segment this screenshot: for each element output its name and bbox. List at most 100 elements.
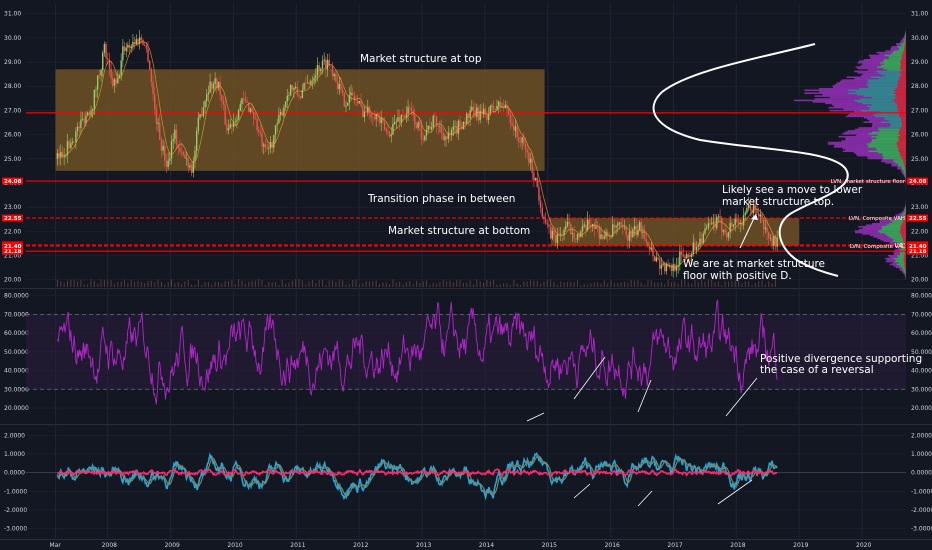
profile-bar-inner bbox=[903, 38, 906, 41]
candle-body bbox=[118, 75, 121, 79]
candle-body bbox=[88, 112, 91, 116]
profile-bar-red bbox=[897, 82, 906, 84]
rsi-left-tick-label: 50.0000 bbox=[4, 349, 29, 356]
profile-bar-red bbox=[900, 60, 906, 63]
candle-body bbox=[291, 85, 294, 90]
profile-bar-inner bbox=[897, 45, 906, 48]
candle-body bbox=[479, 111, 481, 121]
candle-body bbox=[147, 48, 149, 61]
candle-body bbox=[647, 241, 649, 247]
candle-body bbox=[434, 115, 436, 117]
profile-bar-red bbox=[905, 41, 906, 44]
profile-bar-inner bbox=[885, 74, 906, 77]
candle-body bbox=[313, 77, 315, 81]
candle-body bbox=[86, 112, 89, 116]
candle-body bbox=[321, 60, 324, 69]
profile-bar-purple bbox=[867, 69, 906, 71]
candle-body bbox=[623, 227, 626, 228]
profile-bar-purple bbox=[871, 125, 906, 128]
profile-bar-purple bbox=[845, 137, 906, 139]
profile-bar-inner bbox=[898, 47, 906, 49]
osc-left-tick-label: 1.0000 bbox=[4, 451, 25, 458]
candle-body bbox=[586, 219, 589, 231]
candle-body bbox=[442, 133, 444, 141]
candle-body bbox=[184, 154, 186, 159]
profile-bar-inner bbox=[902, 247, 906, 250]
profile-bar-red bbox=[904, 249, 906, 251]
osc-left-tick-label: -3.0000 bbox=[4, 526, 27, 533]
candle-body bbox=[108, 59, 111, 69]
profile-bar-red bbox=[903, 260, 906, 263]
profile-bar-red bbox=[901, 54, 906, 57]
candle-body bbox=[140, 37, 143, 40]
candle-body bbox=[410, 107, 413, 111]
profile-bar-red bbox=[904, 45, 906, 48]
price-right-tick-label: 27.00 bbox=[911, 107, 928, 114]
profile-bar-red bbox=[898, 80, 906, 83]
candle-body bbox=[276, 123, 278, 126]
profile-bar-inner bbox=[887, 234, 906, 237]
profile-bar-red bbox=[900, 227, 906, 229]
x-tick-label: 2016 bbox=[605, 542, 620, 549]
candle-body bbox=[482, 108, 485, 115]
candle-body bbox=[429, 125, 431, 130]
profile-bar-inner bbox=[877, 230, 906, 232]
profile-bar-inner bbox=[901, 167, 906, 170]
candle-body bbox=[110, 68, 112, 79]
candle-body bbox=[301, 89, 304, 99]
candle-body bbox=[581, 226, 584, 232]
candle-body bbox=[601, 234, 604, 239]
candle-body bbox=[363, 111, 366, 118]
candle-body bbox=[331, 66, 334, 77]
candle-body bbox=[543, 216, 545, 220]
candle-body bbox=[68, 141, 70, 149]
candle-body bbox=[303, 82, 305, 90]
price-left-tick-label: 25.00 bbox=[4, 156, 21, 163]
profile-bar-inner bbox=[877, 66, 906, 68]
candle-body bbox=[680, 251, 683, 255]
profile-bar-red bbox=[900, 73, 906, 76]
profile-bar-red bbox=[895, 95, 906, 97]
profile-bar-red bbox=[899, 230, 906, 232]
candle-body bbox=[358, 101, 361, 104]
profile-bar-inner bbox=[867, 85, 906, 87]
candle-body bbox=[237, 110, 240, 120]
profile-bar-red bbox=[900, 233, 906, 235]
x-tick-label: 2010 bbox=[227, 542, 242, 549]
profile-bar-inner bbox=[901, 166, 906, 168]
candle-body bbox=[534, 177, 537, 180]
rsi-right-tick-label: 80.0000 bbox=[911, 293, 932, 300]
profile-bar-inner bbox=[879, 130, 906, 132]
profile-bar-inner bbox=[860, 109, 906, 112]
price-annotation-3: Likely see a move to lower bbox=[722, 184, 863, 196]
rsi-divergence-arrow-1 bbox=[573, 356, 606, 400]
candle-body bbox=[350, 92, 352, 96]
candle-body bbox=[185, 158, 188, 160]
candle-body bbox=[764, 227, 767, 230]
candle-body bbox=[102, 52, 104, 71]
candle-body bbox=[444, 136, 446, 141]
profile-bar-red bbox=[899, 112, 906, 115]
profile-bar-red bbox=[902, 53, 906, 55]
price-right-tick-label: 26.00 bbox=[911, 132, 928, 139]
profile-bar-inner bbox=[854, 99, 906, 102]
profile-bar-inner bbox=[863, 95, 906, 97]
candle-body bbox=[578, 233, 580, 238]
candle-body bbox=[445, 136, 448, 139]
profile-bar-inner bbox=[887, 69, 906, 71]
candle-body bbox=[769, 237, 772, 239]
candle-body bbox=[457, 120, 460, 134]
candle-body bbox=[544, 219, 547, 224]
candle-body bbox=[435, 116, 438, 127]
candle-body bbox=[182, 151, 184, 155]
candle-body bbox=[415, 124, 418, 128]
profile-bar-inner bbox=[876, 137, 906, 139]
candle-body bbox=[207, 92, 210, 95]
price-left-tick-label: 23.00 bbox=[4, 204, 21, 211]
profile-bar-red bbox=[904, 256, 906, 258]
candle-body bbox=[424, 135, 426, 140]
candle-body bbox=[137, 39, 139, 44]
profile-bar-red bbox=[905, 247, 906, 250]
profile-bar-red bbox=[900, 64, 906, 67]
candle-body bbox=[560, 234, 562, 236]
